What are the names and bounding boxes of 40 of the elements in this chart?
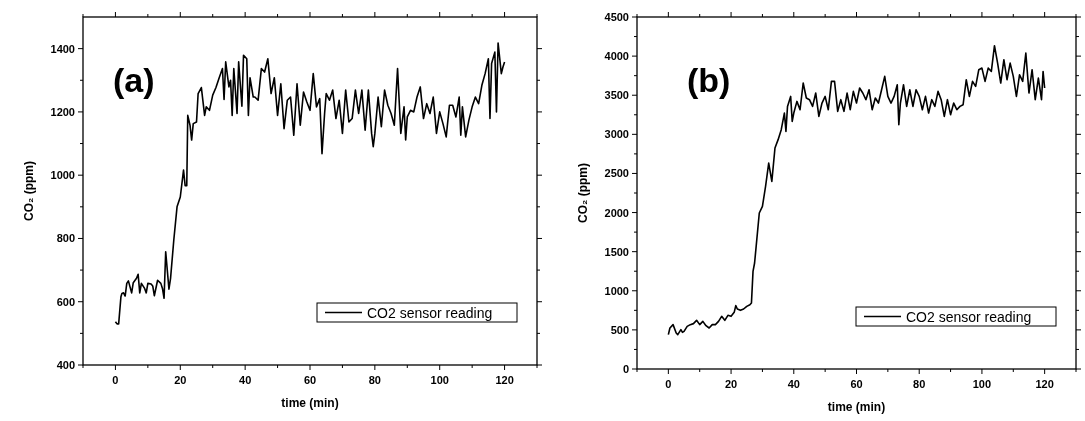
x-tick-label: 100 [430,374,449,386]
y-tick-label: 400 [56,359,75,371]
x-tick-label: 60 [850,378,863,390]
x-tick-label: 20 [724,378,738,390]
x-tick-label: 0 [665,378,672,390]
y-tick-label: 3500 [604,89,629,102]
x-axis-title: time (min) [281,396,339,410]
y-tick-label: 600 [56,295,75,308]
y-tick-label: 0 [622,363,629,375]
annotation: (b) [687,61,731,99]
y-tick-label: 2000 [604,206,629,219]
y-axis-title: CO₂ (ppm) [22,161,36,221]
x-tick-label: 40 [787,378,800,390]
y-tick-label: 800 [56,232,75,245]
y-tick-label: 3000 [604,128,629,141]
x-tick-label: 20 [174,374,187,386]
y-tick-label: 1000 [604,284,629,297]
legend-label: CO2 sensor reading [906,308,1032,325]
y-tick-label: 1400 [50,42,75,55]
x-tick-label: 80 [913,378,926,390]
y-tick-label: 1200 [50,105,75,118]
x-tick-label: 80 [368,374,381,386]
line-series [114,42,506,325]
x-axis-title: time (min) [827,400,886,414]
y-tick-label: 1500 [604,245,629,258]
y-axis-title: CO₂ (ppm) [576,163,590,223]
annotation: (a) [113,61,155,99]
legend-label: CO2 sensor reading [367,304,493,321]
x-tick-label: 120 [1035,378,1054,390]
x-tick-label: 60 [303,374,317,386]
x-tick-label: 120 [495,374,514,386]
y-tick-label: 1000 [50,169,75,182]
x-tick-label: 40 [239,374,252,386]
x-tick-label: 0 [112,374,119,386]
y-tick-label: 4500 [604,11,629,23]
line-series [667,44,1046,336]
x-tick-label: 100 [972,378,992,390]
y-tick-label: 500 [610,323,629,336]
y-tick-label: 4000 [604,50,629,63]
y-tick-label: 2500 [604,167,629,180]
